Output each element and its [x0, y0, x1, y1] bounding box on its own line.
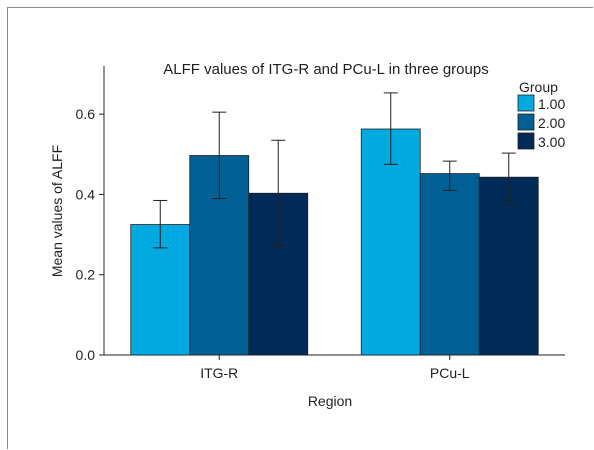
legend-swatch-2.00 [517, 113, 535, 131]
bars [130, 128, 539, 356]
error-bars [153, 92, 516, 249]
x-tick-label: PCu-L [430, 365, 470, 381]
x-axis-label: Region [308, 393, 352, 409]
bar-pcu-l-group-2.00 [419, 173, 480, 356]
y-tick-label: 0.2 [76, 267, 96, 283]
legend-title: Group [519, 79, 558, 95]
y-tick-label: 0.0 [76, 347, 96, 363]
bar-pcu-l-group-3.00 [478, 176, 539, 356]
chart-title: ALFF values of ITG-R and PCu-L in three … [163, 61, 488, 78]
y-tick-label: 0.6 [76, 106, 96, 122]
legend-label: 1.00 [538, 96, 565, 112]
legend-swatch-3.00 [517, 132, 535, 150]
y-ticks: 0.0 0.2 0.4 0.6 [76, 106, 104, 363]
y-tick-label: 0.4 [76, 186, 96, 202]
y-axis-label: Mean values of ALFF [49, 145, 65, 277]
legend-swatch-1.00 [517, 94, 535, 112]
x-ticks: ITG-R PCu-L [200, 355, 470, 381]
x-tick-label: ITG-R [200, 365, 238, 381]
legend-label: 2.00 [538, 115, 565, 131]
legend: Group 1.00 2.00 3.00 [517, 79, 565, 150]
legend-label: 3.00 [538, 134, 565, 150]
bar-pcu-l-group-1.00 [360, 128, 421, 356]
figure-frame [7, 7, 593, 449]
